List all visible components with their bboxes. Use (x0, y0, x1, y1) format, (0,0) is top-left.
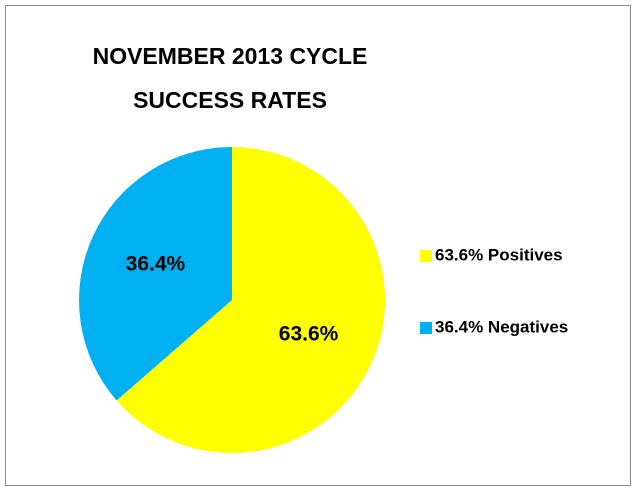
legend-label: 63.6% Positives (435, 245, 563, 264)
legend-label: 36.4% Negatives (435, 317, 568, 336)
legend-swatch (420, 250, 432, 262)
data-label: 63.6% (279, 322, 339, 345)
data-label: 36.4% (126, 253, 186, 276)
legend-swatch (420, 322, 432, 334)
chart-title: NOVEMBER 2013 CYCLE SUCCESS RATES (92, 43, 368, 113)
pie-slice (116, 147, 386, 453)
pie-slice (79, 147, 232, 401)
